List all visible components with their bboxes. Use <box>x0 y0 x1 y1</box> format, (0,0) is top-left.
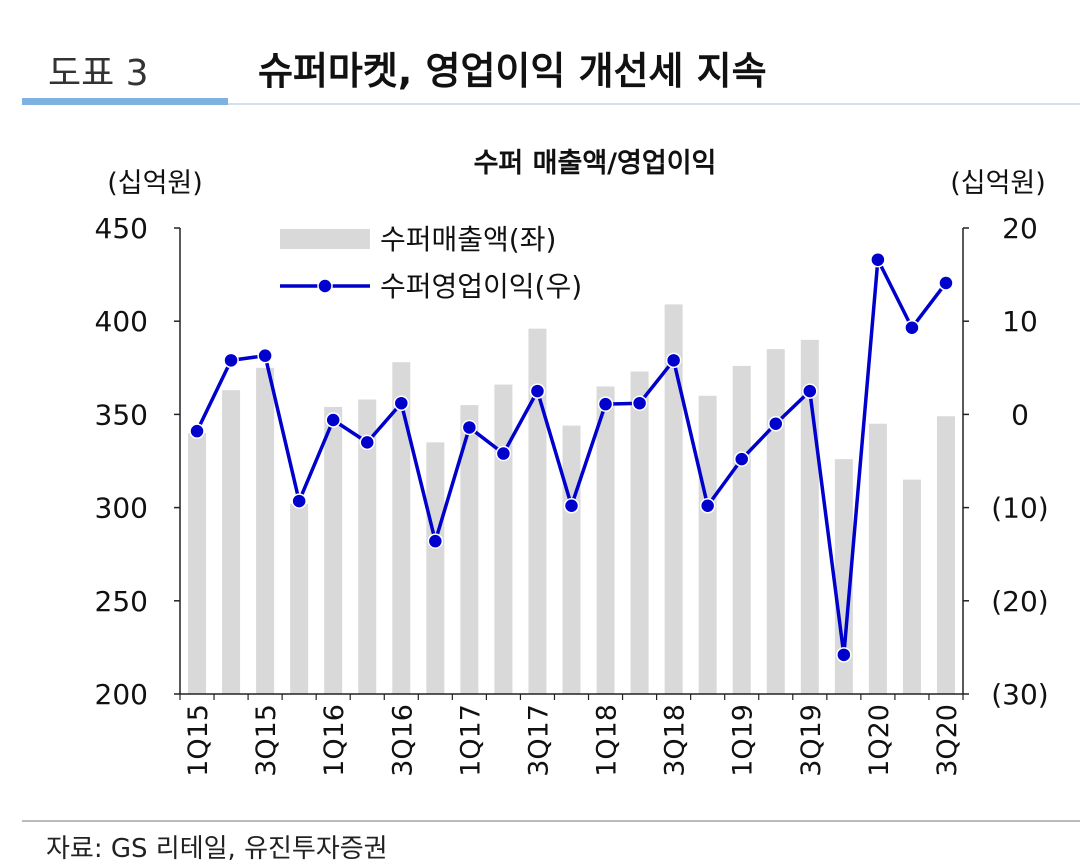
bar-3Q16 <box>392 362 411 694</box>
operating-profit-point-4Q19 <box>836 647 852 663</box>
left-tick-label: 250 <box>95 585 148 618</box>
bar-1Q19 <box>732 365 751 694</box>
line-series <box>189 251 954 663</box>
bar-3Q15 <box>256 367 275 694</box>
operating-profit-point-3Q20 <box>938 275 954 291</box>
operating-profit-point-3Q15 <box>257 347 273 364</box>
right-tick-label: (30) <box>991 678 1048 711</box>
left-tick-label: 400 <box>95 305 148 338</box>
bar-2Q19 <box>766 349 785 694</box>
bar-1Q20 <box>868 423 887 694</box>
figure-label: 도표 3 <box>48 53 149 94</box>
x-tick-label: 3Q15 <box>251 704 282 777</box>
bar-2Q16 <box>358 399 377 694</box>
operating-profit-point-3Q16 <box>393 395 410 411</box>
title-rule <box>22 103 1080 105</box>
bar-4Q17 <box>562 425 581 694</box>
right-tick-label: (20) <box>991 585 1048 618</box>
right-tick-label: 20 <box>1002 212 1038 245</box>
bar-1Q18 <box>596 386 615 694</box>
legend-line-marker <box>317 278 333 294</box>
bar-4Q15 <box>290 503 309 694</box>
operating-profit-point-1Q16 <box>325 412 341 428</box>
bar-1Q15 <box>188 433 207 694</box>
left-tick-label: 300 <box>95 492 148 525</box>
bar-4Q16 <box>426 442 445 694</box>
left-tick-label: 200 <box>95 678 148 711</box>
x-tick-label: 1Q18 <box>592 704 623 777</box>
source-note: 자료: GS 리테일, 유진투자증권 <box>46 834 388 864</box>
x-tick-label: 1Q16 <box>319 704 350 777</box>
operating-profit-point-3Q17 <box>529 383 546 399</box>
operating-profit-point-4Q15 <box>291 493 307 509</box>
x-tick-label: 3Q18 <box>660 704 691 777</box>
operating-profit-point-2Q20 <box>904 319 920 336</box>
operating-profit-point-3Q19 <box>802 383 818 399</box>
bar-1Q17 <box>460 405 479 694</box>
operating-profit-point-2Q15 <box>223 352 239 369</box>
bar-2Q20 <box>902 479 921 694</box>
bar-4Q18 <box>698 395 717 694</box>
chart: 수퍼 매출액/영업이익 (십억원) (십억원) 450 20 400 10 350 0 30… <box>95 148 1049 777</box>
x-tick-label: 1Q20 <box>864 704 895 777</box>
right-tick-label: 10 <box>1002 305 1038 338</box>
bar-3Q20 <box>936 416 955 694</box>
bar-series <box>188 304 955 694</box>
left-axis-unit: (십억원) <box>107 168 203 199</box>
x-tick-label: 3Q16 <box>387 704 418 777</box>
x-tick-label: 1Q19 <box>728 704 759 777</box>
operating-profit-point-2Q17 <box>495 445 512 462</box>
chart-title: 수퍼 매출액/영업이익 <box>474 148 717 179</box>
x-tick-label: 3Q20 <box>932 704 963 777</box>
source-rule <box>22 820 1080 822</box>
operating-profit-point-1Q15 <box>189 423 205 439</box>
operating-profit-point-1Q17 <box>461 419 478 436</box>
x-tick-label: 1Q17 <box>455 704 486 777</box>
operating-profit-point-2Q18 <box>631 395 648 411</box>
operating-profit-point-2Q19 <box>768 415 784 432</box>
title-rule-accent <box>22 98 228 105</box>
bar-2Q18 <box>630 371 649 694</box>
bar-2Q15 <box>222 390 241 694</box>
axes: 450 20 400 10 350 0 300 (10) 250 (20) 200 (30) 1Q15 3… <box>95 212 1049 777</box>
x-tick-label: 1Q15 <box>183 704 214 777</box>
x-tick-label: 3Q17 <box>523 704 554 777</box>
operating-profit-point-3Q18 <box>665 352 682 369</box>
legend: 수퍼매출액(좌) 수퍼영업이익(우) <box>280 223 582 303</box>
right-axis-unit: (십억원) <box>950 168 1046 199</box>
operating-profit-point-4Q16 <box>427 533 444 549</box>
bar-1Q16 <box>324 406 343 694</box>
bar-3Q18 <box>664 304 683 694</box>
x-tick-label: 3Q19 <box>796 704 827 777</box>
legend-bar-swatch <box>280 229 370 249</box>
operating-profit-point-4Q18 <box>699 497 716 514</box>
legend-bar-label: 수퍼매출액(좌) <box>380 223 556 256</box>
figure-title: 슈퍼마켓, 영업이익 개선세 지속 <box>258 49 767 93</box>
operating-profit-point-2Q16 <box>359 434 375 451</box>
operating-profit-point-1Q19 <box>733 451 750 467</box>
operating-profit-point-4Q17 <box>563 497 580 514</box>
bar-3Q17 <box>528 328 547 694</box>
left-tick-label: 350 <box>95 398 148 431</box>
bar-4Q19 <box>834 459 853 694</box>
right-tick-label: 0 <box>1011 398 1029 431</box>
bar-2Q17 <box>494 384 513 694</box>
left-tick-label: 450 <box>95 212 148 245</box>
legend-line-label: 수퍼영업이익(우) <box>380 270 582 303</box>
operating-profit-point-1Q20 <box>870 251 886 268</box>
right-tick-label: (10) <box>991 492 1048 525</box>
operating-profit-point-1Q18 <box>597 396 614 412</box>
